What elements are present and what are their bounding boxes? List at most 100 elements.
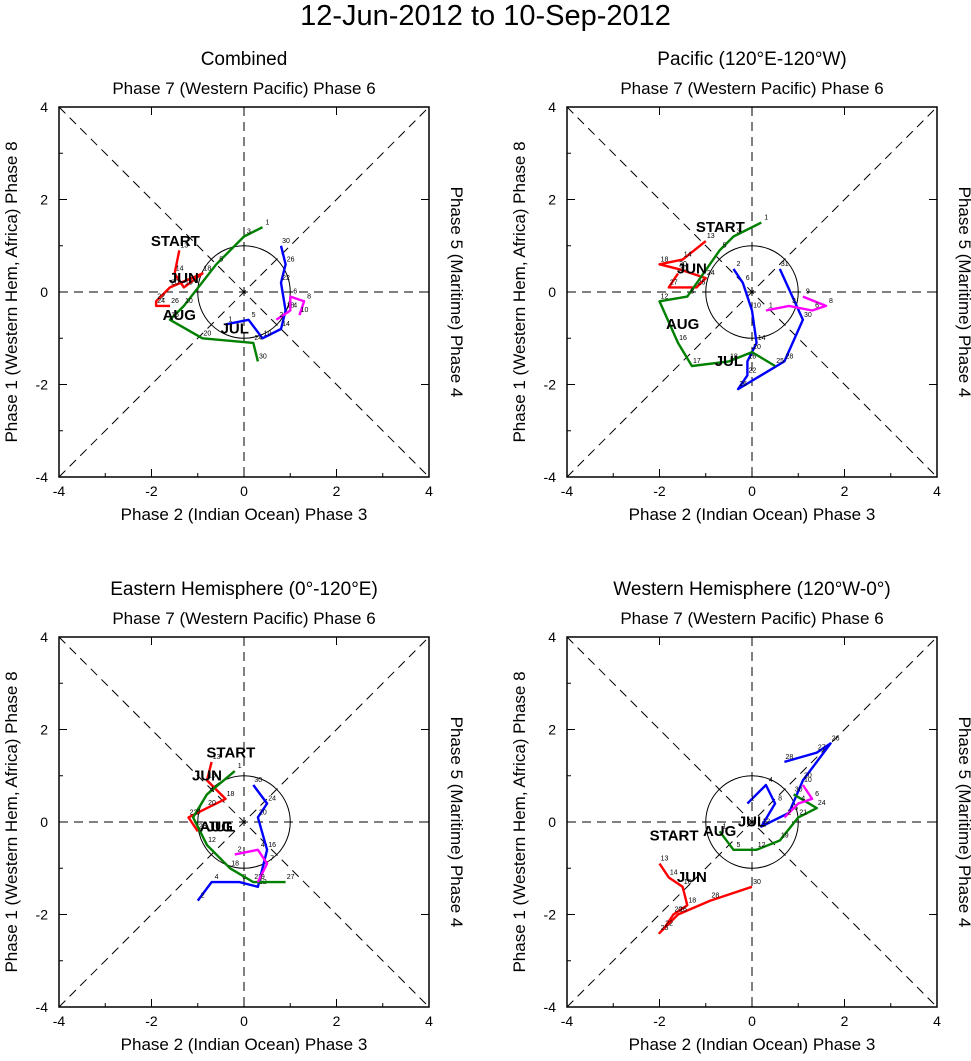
x-tick-label: 4	[425, 1013, 433, 1029]
top-axis-label: Phase 7 (Western Pacific) Phase 6	[112, 609, 375, 628]
y-tick-label: 2	[548, 722, 556, 738]
series-line-aug	[658, 221, 776, 368]
main-title: 12-Jun-2012 to 10-Sep-2012	[300, 0, 671, 32]
start-label: START	[650, 828, 699, 845]
chart-panel-eastern-hemisphere: Eastern Hemisphere (0°-120°E) Phase 7 (We…	[2, 579, 466, 1054]
day-label: 4	[261, 842, 265, 849]
x-tick-label: 2	[333, 1013, 341, 1029]
day-label: 20	[753, 344, 761, 351]
day-label: 6	[815, 791, 819, 798]
y-tick-label: -4	[544, 469, 557, 485]
top-axis-label: Phase 7 (Western Pacific) Phase 6	[112, 79, 375, 98]
day-label: 27	[670, 279, 678, 286]
day-label: 18	[688, 897, 696, 904]
series-line-aug	[168, 226, 264, 362]
day-label: 9	[261, 874, 265, 881]
day-label: 13	[180, 242, 188, 249]
day-label: 6	[746, 275, 750, 282]
start-label: START	[151, 233, 200, 250]
month-label: JUL	[207, 818, 235, 835]
left-axis-label: Phase 1 (Western Hem, Africa) Phase 8	[2, 141, 21, 442]
day-label: 14	[282, 321, 290, 328]
day-label: 14	[684, 252, 692, 259]
day-label: 1	[238, 763, 242, 770]
x-tick-label: 4	[933, 1013, 941, 1029]
day-label: 6	[293, 289, 297, 296]
series-line-sep	[275, 295, 306, 321]
day-label: 1	[229, 316, 233, 323]
day-label: 6	[815, 303, 819, 310]
day-label: 5	[737, 842, 741, 849]
day-label: 22	[157, 293, 165, 300]
month-label: JUN	[192, 767, 222, 784]
day-label: 20	[171, 279, 179, 286]
day-label: 24	[254, 335, 262, 342]
x-tick-label: 4	[425, 483, 433, 499]
panel-title: Western Hemisphere (120°W-0°)	[613, 579, 890, 600]
start-label: START	[206, 744, 255, 761]
day-label: 18	[227, 791, 235, 798]
day-label: 18	[748, 353, 756, 360]
panel-title: Eastern Hemisphere (0°-120°E)	[110, 579, 378, 600]
day-label: 14	[758, 335, 766, 342]
day-label: 30	[254, 777, 262, 784]
y-tick-label: 2	[548, 192, 556, 208]
day-label: 12	[762, 819, 770, 826]
series-line-aug	[718, 793, 818, 851]
day-label: 1	[769, 303, 773, 310]
day-label: 10	[753, 303, 761, 310]
month-label: AUG	[703, 823, 736, 840]
unit-circle	[705, 775, 799, 869]
series-line-jun	[658, 862, 753, 935]
day-label: 28	[785, 754, 793, 761]
day-label: 18	[231, 860, 239, 867]
bottom-axis-label: Phase 2 (Indian Ocean) Phase 3	[629, 505, 876, 524]
day-label: 12	[661, 293, 669, 300]
right-axis-label: Phase 5 (Maritime) Phase 4	[955, 717, 971, 928]
day-label: 24	[707, 270, 715, 277]
day-label: 20	[804, 772, 812, 779]
series-line-jul	[225, 245, 287, 340]
series-line-jun	[154, 250, 204, 308]
unit-circle	[197, 245, 291, 339]
x-tick-label: 2	[333, 483, 341, 499]
day-label: 10	[264, 330, 272, 337]
day-label: 4	[293, 303, 297, 310]
y-tick-label: 4	[548, 629, 556, 645]
day-label: 16	[185, 279, 193, 286]
y-tick-label: 4	[40, 629, 48, 645]
day-label: 24	[818, 800, 826, 807]
day-label: 27	[287, 874, 295, 881]
day-label: 25	[776, 358, 784, 365]
day-label: 23	[254, 874, 262, 881]
day-label: 22	[282, 275, 290, 282]
day-label: 7	[270, 856, 274, 863]
day-label: 19	[781, 833, 789, 840]
day-label: 13	[707, 233, 715, 240]
left-axis-label: Phase 1 (Western Hem, Africa) Phase 8	[510, 141, 529, 442]
day-label: 18	[203, 266, 211, 273]
series-line-sep	[765, 295, 828, 312]
day-label: 26	[739, 381, 747, 388]
x-tick-label: 0	[748, 483, 756, 499]
day-label: 1	[723, 823, 727, 830]
day-label: 4	[215, 874, 219, 881]
day-label: 20	[259, 809, 267, 816]
x-tick-label: 0	[240, 1013, 248, 1029]
month-label: AUG	[200, 818, 233, 835]
day-label: 16	[268, 842, 276, 849]
top-axis-label: Phase 7 (Western Pacific) Phase 6	[620, 609, 883, 628]
x-tick-label: -4	[561, 1013, 574, 1029]
series-line-jul	[196, 784, 269, 902]
y-tick-label: 4	[40, 99, 48, 115]
y-tick-label: -4	[36, 999, 49, 1015]
day-label: 30	[259, 353, 267, 360]
x-tick-label: -4	[53, 483, 66, 499]
day-label: 14	[670, 870, 678, 877]
bottom-axis-label: Phase 2 (Indian Ocean) Phase 3	[121, 1035, 368, 1054]
day-label: 8	[196, 809, 200, 816]
right-axis-label: Phase 5 (Maritime) Phase 4	[447, 187, 466, 398]
day-label: 10	[301, 307, 309, 314]
y-tick-label: 0	[40, 284, 48, 300]
day-label: 10	[185, 298, 193, 305]
